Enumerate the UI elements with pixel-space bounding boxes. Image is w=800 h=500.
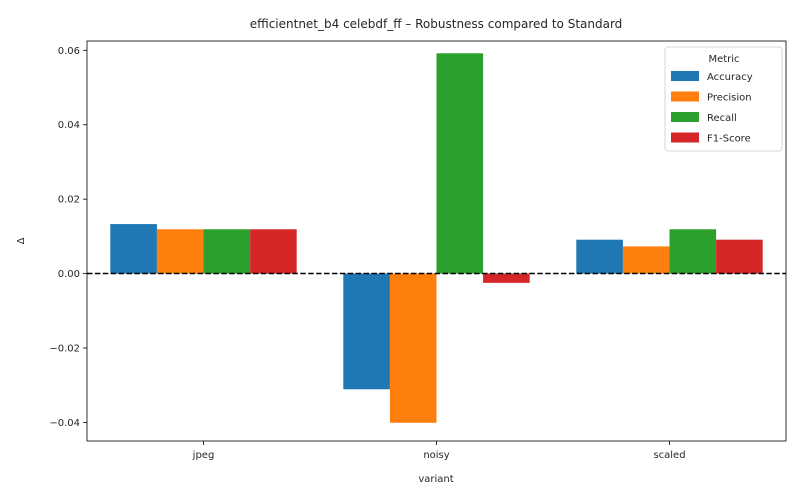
y-tick-label: −0.04	[49, 418, 80, 429]
bar-f1-score-noisy	[483, 273, 530, 283]
x-axis-label: variant	[418, 474, 453, 485]
plot-area: −0.04 −0.02 0.00 0.02 0.04 0.06 jpeg noisy scale…	[49, 40, 787, 461]
x-tick-label-noisy: noisy	[423, 450, 449, 461]
bar-precision-noisy	[389, 273, 437, 423]
y-tick-label: 0.02	[58, 195, 80, 206]
legend-swatch-accuracy	[671, 71, 699, 81]
y-axis-label: Δ	[16, 237, 27, 244]
y-tick-label: 0.06	[58, 46, 80, 57]
bar-accuracy-jpeg	[110, 224, 157, 274]
bar-f1-score-jpeg	[250, 229, 297, 274]
y-tick-label: 0.00	[58, 269, 80, 280]
bar-f1-score-scaled	[716, 239, 763, 274]
legend-swatch-precision	[671, 91, 699, 102]
bar-accuracy-scaled	[576, 239, 623, 274]
y-tick-label: 0.04	[58, 120, 80, 131]
legend-swatch-recall	[671, 112, 699, 122]
bar-recall-noisy	[436, 53, 484, 274]
bar-precision-jpeg	[156, 229, 204, 274]
bar-recall-scaled	[669, 229, 717, 274]
chart-title: efficientnet_b4 celebdf_ff – Robustness …	[250, 17, 623, 31]
legend-label-f1-score: F1-Score	[707, 134, 751, 145]
legend-label-precision: Precision	[707, 93, 752, 104]
x-tick-label-scaled: scaled	[653, 450, 685, 461]
bar-accuracy-noisy	[343, 273, 390, 390]
legend-label-accuracy: Accuracy	[707, 72, 753, 83]
legend-title: Metric	[708, 54, 739, 65]
legend: Metric Accuracy Precision Recall F1-Score	[664, 46, 783, 152]
y-tick-label: −0.02	[49, 343, 80, 354]
legend-label-recall: Recall	[707, 113, 737, 124]
x-tick-label-jpeg: jpeg	[192, 450, 215, 461]
bar-precision-scaled	[622, 246, 670, 274]
bar-recall-jpeg	[203, 229, 251, 274]
legend-swatch-f1-score	[671, 132, 699, 143]
